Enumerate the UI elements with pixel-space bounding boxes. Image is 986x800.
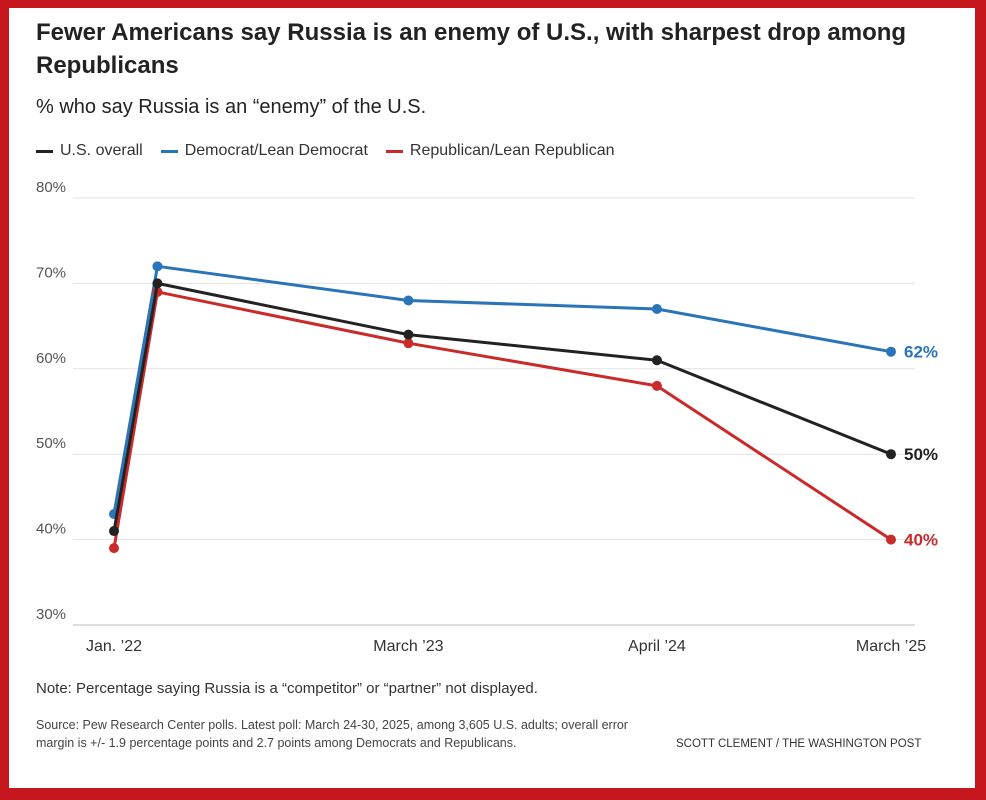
legend-label-overall: U.S. overall — [60, 142, 143, 159]
legend-swatch-overall — [36, 149, 53, 153]
data-point-republican — [651, 380, 662, 391]
legend-item-democrat: Democrat/Lean Democrat — [160, 142, 368, 160]
chart-title: Fewer Americans say Russia is an enemy o… — [36, 19, 907, 79]
series-line-overall — [112, 281, 892, 532]
data-point-overall — [886, 449, 896, 460]
legend: U.S. overall Democrat/Lean Democrat Repu… — [36, 142, 632, 160]
data-point-overall — [651, 355, 662, 366]
x-tick-label: April ’24 — [628, 638, 686, 655]
end-label-republican: 40% — [904, 531, 938, 550]
legend-label-republican: Republican/Lean Republican — [409, 142, 615, 159]
data-point-republican — [109, 543, 119, 554]
y-tick-label: 70% — [36, 264, 66, 281]
x-tick-label: Jan. ’22 — [86, 638, 142, 655]
data-point-democrat — [403, 295, 414, 306]
data-point-overall — [109, 526, 119, 537]
data-point-overall — [152, 278, 163, 289]
legend-item-overall: U.S. overall — [36, 142, 143, 160]
end-label-democrat: 62% — [904, 343, 938, 362]
line-chart: 30% 40% 50% 60% 70% 80% Jan. ’22 March ’23 April… — [36, 179, 938, 655]
data-point-republican — [403, 338, 414, 349]
chart-subtitle: % who say Russia is an “enemy” of the U.… — [36, 96, 427, 118]
legend-swatch-democrat — [160, 149, 178, 153]
data-point-democrat — [886, 346, 896, 357]
data-point-democrat — [152, 261, 163, 272]
chart-note: Note: Percentage saying Russia is a “com… — [36, 680, 538, 697]
y-tick-label: 40% — [36, 521, 66, 538]
y-tick-label: 50% — [36, 435, 66, 452]
x-tick-label: March ’23 — [373, 638, 443, 655]
data-point-republican — [886, 534, 896, 545]
chart-frame: Fewer Americans say Russia is an enemy o… — [9, 8, 975, 788]
y-tick-label: 60% — [36, 350, 66, 367]
chart-source: Source: Pew Research Center polls. Lates… — [36, 718, 628, 750]
chart-credit: SCOTT CLEMENT / THE WASHINGTON POST — [676, 738, 922, 750]
series-line-democrat — [112, 264, 892, 515]
legend-item-republican: Republican/Lean Republican — [385, 142, 615, 160]
x-tick-label: March ’25 — [856, 638, 926, 655]
y-tick-label: 80% — [36, 179, 66, 196]
data-point-democrat — [651, 304, 662, 315]
legend-label-democrat: Democrat/Lean Democrat — [184, 142, 368, 159]
y-tick-label: 30% — [36, 606, 66, 623]
data-point-overall — [403, 329, 414, 340]
legend-swatch-republican — [385, 149, 403, 153]
end-label-overall: 50% — [904, 445, 938, 464]
